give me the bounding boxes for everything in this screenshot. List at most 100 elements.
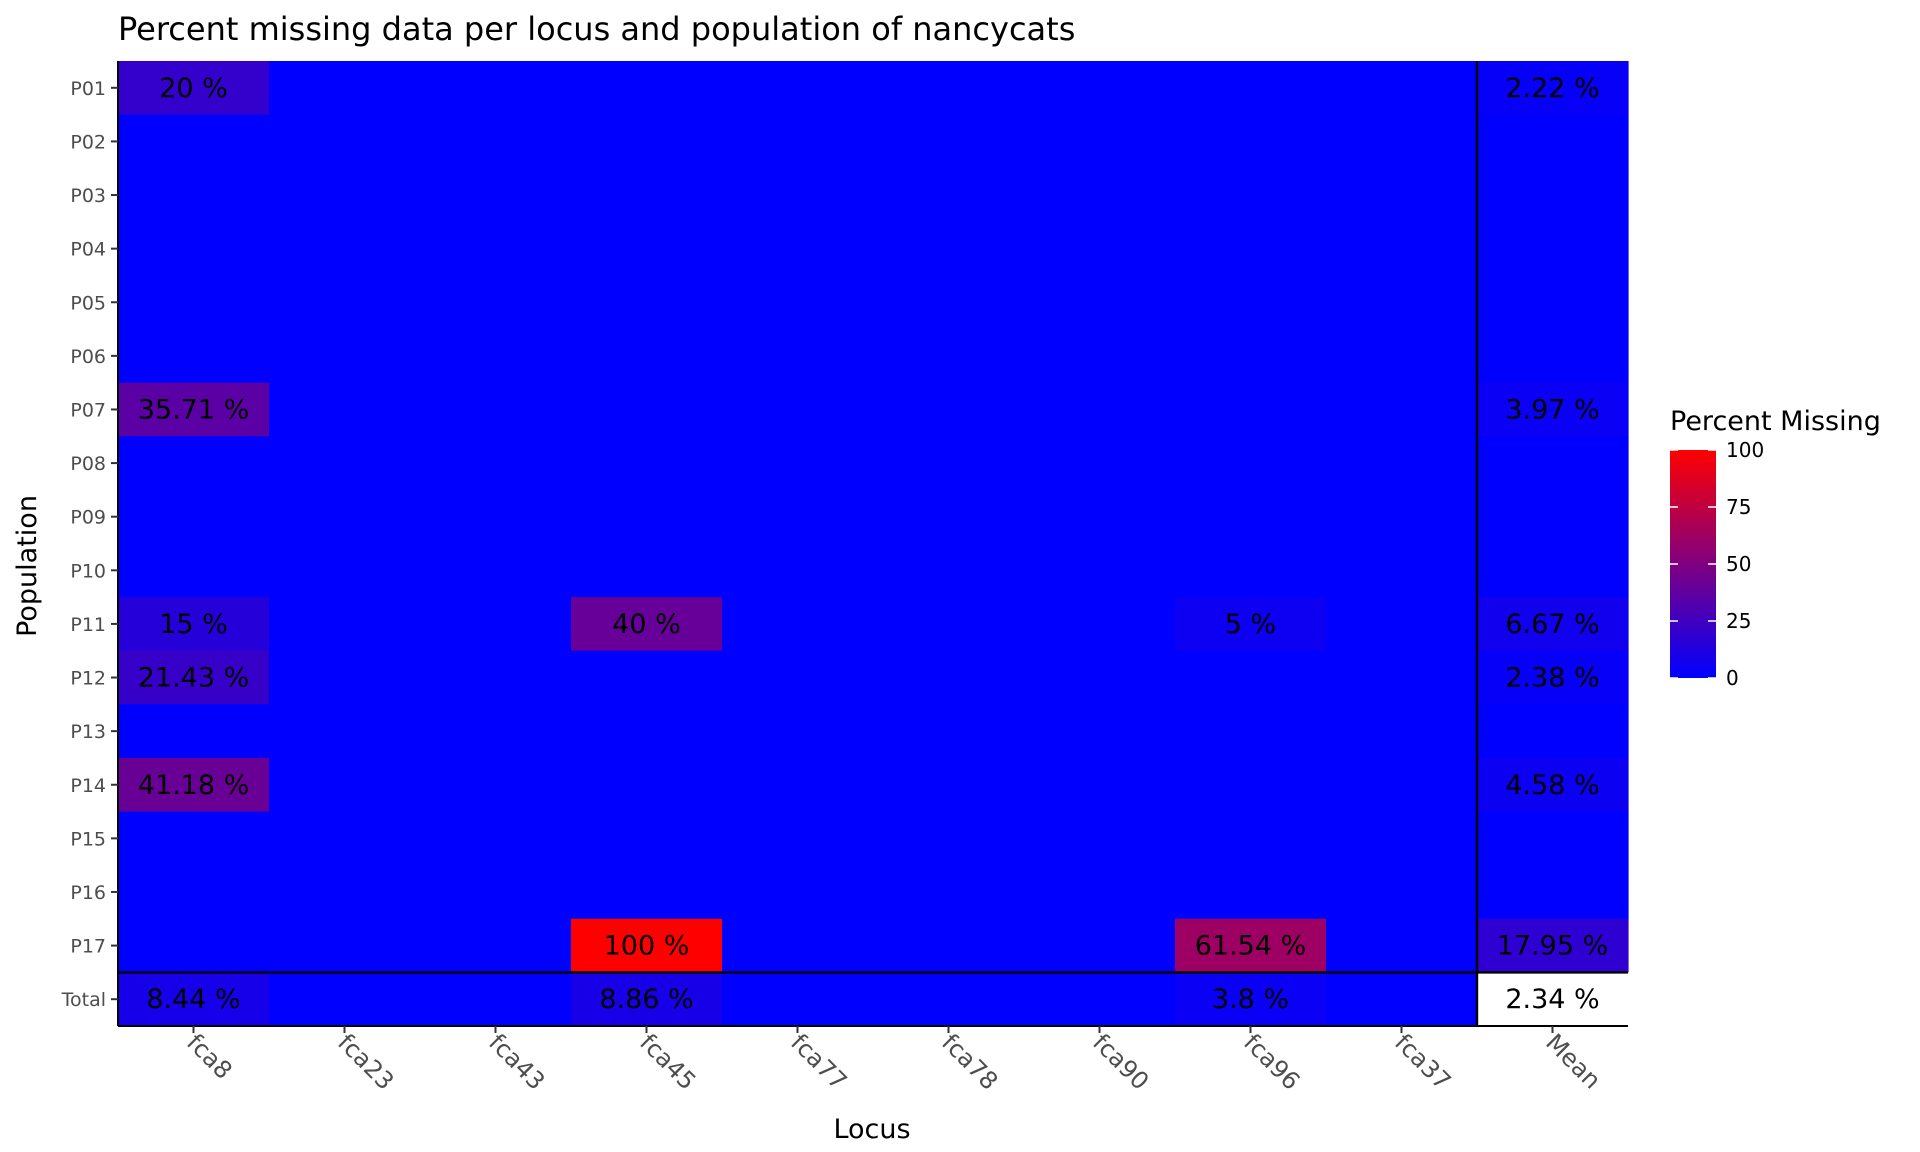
heatmap-cell bbox=[722, 382, 874, 437]
heatmap-cell bbox=[1477, 865, 1629, 920]
heatmap-cell bbox=[1326, 489, 1478, 545]
heatmap-cell bbox=[118, 382, 270, 437]
heatmap-cell bbox=[1477, 61, 1629, 116]
heatmap-cell bbox=[269, 597, 421, 652]
heatmap-cell bbox=[118, 329, 270, 384]
heatmap-cell bbox=[118, 650, 270, 705]
heatmap-cell bbox=[722, 757, 874, 813]
heatmap-cell bbox=[1175, 114, 1327, 169]
heatmap-cell bbox=[571, 114, 723, 169]
y-tick-label: P02 bbox=[70, 131, 106, 153]
x-tick-label: fca23 bbox=[332, 1028, 399, 1095]
heatmap-cell bbox=[873, 382, 1025, 437]
heatmap-cell bbox=[873, 543, 1025, 598]
cell-label: 5 % bbox=[1225, 609, 1276, 640]
heatmap-cell bbox=[571, 168, 723, 223]
heatmap-cell bbox=[1326, 757, 1478, 813]
heatmap-cell bbox=[269, 489, 421, 545]
heatmap-cell bbox=[269, 221, 421, 277]
y-tick-label: P09 bbox=[70, 507, 106, 529]
heatmap-cell bbox=[571, 972, 723, 1027]
legend-tick-label: 50 bbox=[1726, 552, 1751, 576]
heatmap-cell bbox=[420, 597, 572, 652]
heatmap-cell bbox=[1175, 704, 1327, 759]
heatmap-cell bbox=[1326, 650, 1478, 705]
x-tick-label: fca45 bbox=[634, 1028, 701, 1095]
y-tick-label: P11 bbox=[70, 614, 106, 636]
heatmap-cell bbox=[1326, 704, 1478, 759]
cell-label: 8.44 % bbox=[146, 984, 240, 1015]
heatmap-cell bbox=[1024, 811, 1176, 866]
heatmap-cell bbox=[722, 865, 874, 920]
x-tick-label: fca96 bbox=[1238, 1028, 1305, 1095]
heatmap-cell bbox=[1326, 597, 1478, 652]
heatmap-cell bbox=[420, 221, 572, 277]
heatmap-cell bbox=[1326, 114, 1478, 169]
heatmap-cell bbox=[118, 275, 270, 330]
heatmap-cell bbox=[1175, 865, 1327, 920]
heatmap-cell bbox=[1024, 597, 1176, 652]
heatmap-cell bbox=[1024, 650, 1176, 705]
heatmap-cell bbox=[1175, 597, 1327, 652]
heatmap-cell bbox=[1024, 865, 1176, 920]
cell-label: 15 % bbox=[159, 609, 228, 640]
heatmap-cell bbox=[1477, 597, 1629, 652]
heatmap-cell bbox=[420, 329, 572, 384]
heatmap-cell bbox=[873, 275, 1025, 330]
heatmap-cell bbox=[1477, 275, 1629, 330]
y-tick-label: P17 bbox=[70, 936, 106, 958]
y-tick-label: P07 bbox=[70, 399, 106, 421]
heatmap-cell bbox=[873, 489, 1025, 545]
heatmap-cell bbox=[118, 865, 270, 920]
heatmap-cell bbox=[269, 704, 421, 759]
heatmap-cell bbox=[571, 597, 723, 652]
legend-tick-label: 75 bbox=[1726, 495, 1751, 519]
heatmap-cell bbox=[118, 168, 270, 223]
x-tick-label: fca77 bbox=[785, 1028, 852, 1095]
cell-label: 61.54 % bbox=[1195, 931, 1307, 962]
cell-label: 2.38 % bbox=[1505, 663, 1599, 694]
heatmap-cell bbox=[571, 221, 723, 277]
legend-tick-label: 100 bbox=[1726, 438, 1764, 462]
heatmap-cell bbox=[420, 61, 572, 116]
heatmap-cell bbox=[1477, 918, 1629, 973]
heatmap-cell bbox=[269, 918, 421, 973]
heatmap-cell bbox=[722, 329, 874, 384]
heatmap-cell bbox=[118, 114, 270, 169]
heatmap-cell bbox=[118, 704, 270, 759]
heatmap-cell bbox=[269, 329, 421, 384]
heatmap-cell bbox=[269, 543, 421, 598]
y-tick-label: P05 bbox=[70, 292, 106, 314]
heatmap-cell bbox=[1024, 972, 1176, 1027]
x-axis-title: Locus bbox=[833, 1114, 910, 1145]
heatmap-cell bbox=[873, 865, 1025, 920]
cell-label: 2.22 % bbox=[1505, 73, 1599, 104]
heatmap-cell bbox=[269, 865, 421, 920]
heatmap-cell bbox=[571, 275, 723, 330]
cell-label: 3.97 % bbox=[1505, 394, 1599, 425]
heatmap-cell bbox=[118, 972, 270, 1027]
x-tick-label: fca37 bbox=[1389, 1028, 1456, 1095]
heatmap-cell bbox=[571, 382, 723, 437]
heatmap-cell bbox=[1024, 114, 1176, 169]
heatmap-cell bbox=[420, 865, 572, 920]
heatmap-cell bbox=[269, 61, 421, 116]
y-axis-title: Population bbox=[12, 495, 43, 637]
heatmap-cell bbox=[722, 275, 874, 330]
heatmap-cell bbox=[1326, 811, 1478, 866]
heatmap-cell bbox=[1326, 543, 1478, 598]
heatmap-cell bbox=[1326, 61, 1478, 116]
heatmap-cell bbox=[420, 436, 572, 491]
cell-label: 8.86 % bbox=[599, 984, 693, 1015]
y-tick-label: P14 bbox=[70, 775, 106, 797]
heatmap-cell bbox=[118, 221, 270, 277]
heatmap-cell bbox=[571, 918, 723, 973]
cell-label: 2.34 % bbox=[1505, 984, 1599, 1015]
y-tick-label: P03 bbox=[70, 185, 106, 207]
x-tick-labels: fca8 fca23 fca43 fca45 fca77 fca78 fca90 fca96 f… bbox=[181, 1028, 1606, 1095]
heatmap-cell bbox=[1477, 704, 1629, 759]
heatmap-cell bbox=[722, 436, 874, 491]
heatmap-cell bbox=[873, 704, 1025, 759]
heatmap-cell bbox=[420, 275, 572, 330]
heatmap-cell bbox=[571, 650, 723, 705]
